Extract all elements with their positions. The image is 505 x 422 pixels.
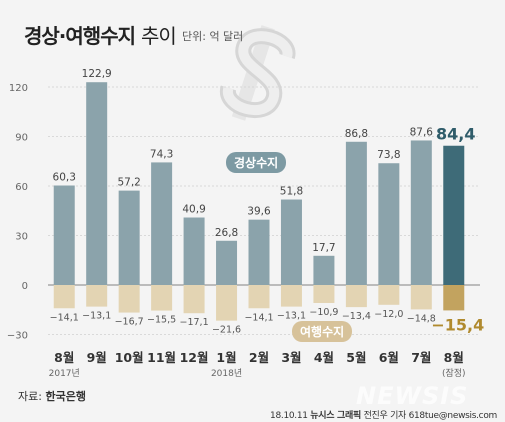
bar-travel-account <box>313 285 335 303</box>
data-label-travel: −14,1 <box>244 312 273 323</box>
y-tick-label: 60 <box>15 182 28 193</box>
legend-current-account: 경상수지 <box>226 152 287 173</box>
data-label-travel: −15,5 <box>147 315 176 326</box>
bar-current-account <box>183 217 205 285</box>
bar-travel-account <box>248 285 270 309</box>
source-note: 자료: 한국은행 <box>18 388 86 404</box>
bar-travel-account <box>118 285 140 313</box>
unit-label: 단위: 억 달러 <box>182 30 244 43</box>
legend-travel-account: 여행수지 <box>292 321 353 342</box>
data-label-current: 60,3 <box>53 172 76 184</box>
data-label-current: 39,6 <box>247 206 271 218</box>
title-main: 경상·여행수지 <box>24 24 136 48</box>
data-label-current: 57,2 <box>117 177 140 189</box>
x-tick-label: 6월 <box>379 350 399 365</box>
bar-travel-account <box>216 285 238 321</box>
y-tick-label: 30 <box>15 232 28 243</box>
data-label-travel: −16,7 <box>115 317 144 328</box>
data-label-travel: −13,4 <box>342 311 371 322</box>
bar-current-account <box>86 82 108 285</box>
data-label-current: 51,8 <box>280 186 303 198</box>
x-tick-label: 8월 <box>54 350 74 365</box>
data-label-current: 74,3 <box>150 148 173 160</box>
title-light: 추이 <box>140 24 177 48</box>
x-tick-label: 2월 <box>249 350 269 365</box>
y-tick-label: 90 <box>15 133 28 144</box>
bar-current-account <box>151 162 173 285</box>
x-tick-sublabel: (잠정) <box>442 368 466 379</box>
source-name: 한국은행 <box>45 390 86 403</box>
x-tick-label: 7월 <box>411 350 431 365</box>
x-tick-label: 8월 <box>444 350 464 365</box>
bar-current-account <box>248 219 270 285</box>
bar-current-account <box>216 240 238 285</box>
data-label-travel: −21,6 <box>212 325 241 336</box>
data-label-current: 26,8 <box>215 227 238 239</box>
bar-travel-account <box>86 285 108 307</box>
x-tick-label: 12월 <box>180 350 209 365</box>
bar-current-account <box>378 163 400 285</box>
data-label-travel: −10,9 <box>309 307 338 318</box>
data-label-current: 17,7 <box>312 242 335 254</box>
data-label-current: 122,9 <box>82 68 112 80</box>
bar-current-account <box>53 185 75 285</box>
bar-travel-account <box>280 285 302 307</box>
bar-travel-account <box>443 285 465 311</box>
bar-current-account <box>313 255 335 285</box>
bar-current-account <box>443 145 465 285</box>
data-label-current: 73,8 <box>377 149 400 161</box>
data-label-travel: −17,1 <box>180 317 209 328</box>
credit-agency: 뉴시스 그래픽 <box>310 411 361 421</box>
data-label-travel: −13,1 <box>82 311 111 322</box>
y-tick-label: 0 <box>22 281 28 292</box>
x-tick-label: 4월 <box>314 350 334 365</box>
bar-travel-account <box>53 285 75 309</box>
data-label-current: 87,6 <box>410 126 434 138</box>
credit-line: 18.10.11 뉴시스 그래픽 전진우 기자 618tue@newsis.co… <box>270 408 497 421</box>
x-tick-label: 1월 <box>216 350 236 365</box>
x-tick-label: 11월 <box>147 350 176 365</box>
data-label-travel: −15,4 <box>431 315 484 334</box>
bar-current-account <box>118 190 140 285</box>
x-tick-sublabel: 2018년 <box>211 368 242 379</box>
x-tick-sublabel: 2017년 <box>49 368 80 379</box>
page-title: 경상·여행수지 추이 <box>24 20 177 49</box>
bar-travel-account <box>183 285 205 314</box>
data-label-travel: −13,1 <box>277 311 306 322</box>
bar-travel-account <box>410 285 432 310</box>
credit-author: 전진우 기자 618tue@newsis.com <box>363 411 498 421</box>
x-tick-label: 10월 <box>115 350 144 365</box>
x-tick-label: 3월 <box>281 350 301 365</box>
bar-current-account <box>410 140 432 285</box>
data-label-travel: −14,8 <box>407 313 436 324</box>
data-label-current: 86,8 <box>345 128 368 140</box>
bar-travel-account <box>345 285 367 308</box>
bar-current-account <box>345 141 367 285</box>
data-label-travel: −12,0 <box>374 309 403 320</box>
x-tick-label: 9월 <box>87 350 107 365</box>
bar-travel-account <box>378 285 400 305</box>
dollar-icon <box>220 25 296 121</box>
data-label-current: 40,9 <box>182 204 205 216</box>
credit-date: 18.10.11 <box>270 411 308 421</box>
y-tick-label: −30 <box>7 331 28 342</box>
data-label-current: 84,4 <box>436 125 475 144</box>
source-prefix: 자료: <box>18 390 42 403</box>
y-tick-label: 120 <box>9 83 28 94</box>
bar-travel-account <box>151 285 173 311</box>
bar-current-account <box>280 199 302 285</box>
x-tick-label: 5월 <box>346 350 366 365</box>
data-label-travel: −14,1 <box>50 312 79 323</box>
brand-watermark: NEWSIS <box>356 382 469 410</box>
